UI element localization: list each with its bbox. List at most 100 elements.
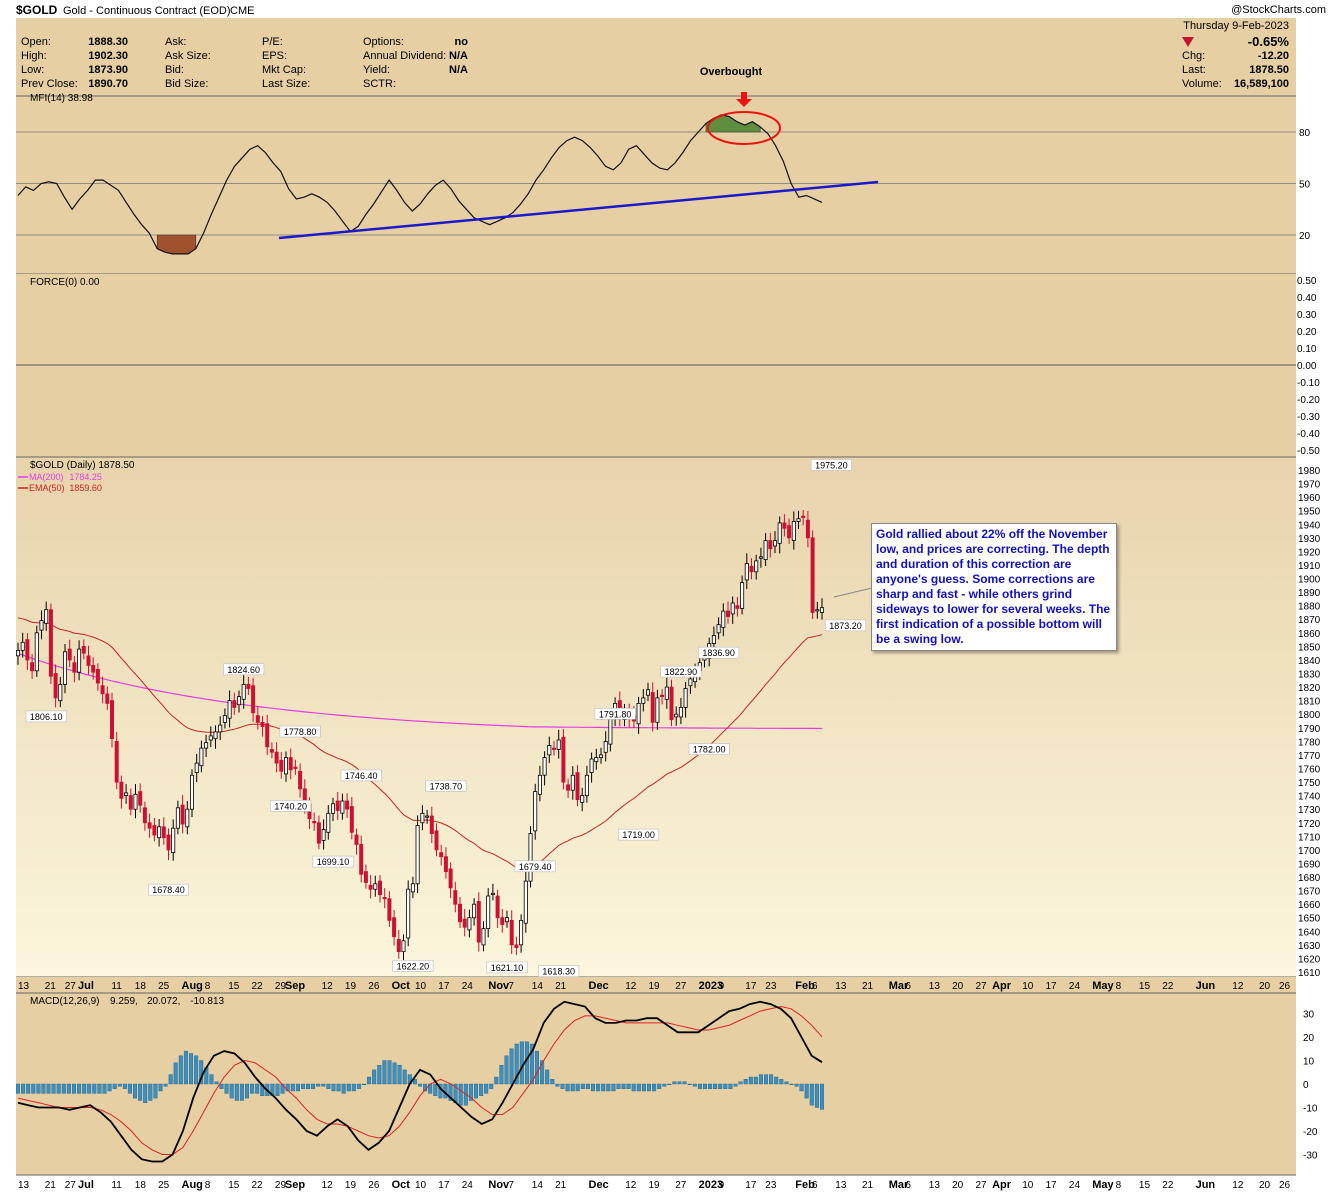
- date-tick-label: 6: [905, 981, 911, 992]
- macd-histogram-bar: [631, 1083, 636, 1092]
- candle-body: [740, 582, 745, 609]
- price-label-box: [425, 780, 467, 792]
- price-tick-label: 1650: [1298, 914, 1321, 925]
- price-tick-label: 1670: [1298, 887, 1321, 898]
- price-tick-label: 1730: [1298, 805, 1321, 816]
- force-title: FORCE(0) 0.00: [30, 277, 100, 288]
- candle-body: [410, 883, 415, 893]
- macd-histogram-bar: [229, 1083, 234, 1099]
- candle-body: [594, 757, 599, 763]
- candle-body: [63, 651, 68, 685]
- macd-histogram-bar: [219, 1083, 224, 1089]
- candle-body: [39, 620, 44, 631]
- candle-body: [650, 692, 655, 723]
- candle-body: [810, 537, 815, 613]
- candle-body: [711, 635, 716, 645]
- candle-body: [100, 685, 105, 695]
- date-tick-label: 25: [158, 981, 170, 992]
- candle-body: [180, 804, 185, 825]
- macd-line: [17, 1000, 823, 1163]
- date-tick-label: 13: [835, 1180, 847, 1191]
- mfi-bg: [16, 96, 1296, 274]
- price-label-box: [312, 855, 354, 868]
- candle-body: [735, 605, 740, 609]
- candle-body: [194, 762, 199, 773]
- date-tick-label: 12: [322, 981, 334, 992]
- price-tick-label: 1720: [1298, 819, 1321, 830]
- price-tick-label: 1630: [1298, 941, 1321, 952]
- force-tick-label: -0.50: [1297, 446, 1320, 457]
- price-tick-label: 1760: [1298, 764, 1321, 775]
- candle-body: [241, 684, 246, 700]
- candle-body: [678, 707, 683, 718]
- macd-histogram-bar: [621, 1083, 626, 1089]
- macd-histogram-bar: [667, 1083, 672, 1086]
- macd-tick-label: 0: [1303, 1080, 1309, 1091]
- price-tick-label: 1830: [1298, 670, 1321, 681]
- macd-histogram-bar: [138, 1083, 143, 1101]
- candle-body: [138, 791, 143, 806]
- candle-body: [683, 688, 688, 708]
- macd-histogram-bar: [616, 1083, 621, 1089]
- macd-tick-label: 20: [1303, 1033, 1315, 1044]
- candle-body: [801, 515, 806, 518]
- date-tick-label: 21: [862, 981, 874, 992]
- candle-body: [58, 684, 63, 702]
- macd-histogram-bar: [168, 1074, 173, 1085]
- macd-histogram-bar: [97, 1083, 102, 1094]
- legend-value: 1859.60: [69, 483, 102, 493]
- pct-change: -0.65%: [1248, 34, 1290, 49]
- force-tick-label: -0.30: [1297, 412, 1320, 423]
- quote-grid: Open: 1888.30 High: 1902.30 Low: 1873.90 Prev …: [21, 36, 1289, 90]
- price-tick-label: 1970: [1298, 480, 1321, 491]
- macd-histogram: [16, 1041, 825, 1110]
- macd-histogram-bar: [336, 1083, 341, 1092]
- macd-histogram-bar: [672, 1081, 677, 1085]
- price-tick-label: 1890: [1298, 588, 1321, 599]
- macd-histogram-bar: [529, 1043, 534, 1085]
- macd-histogram-bar: [382, 1060, 387, 1085]
- price-tick-label: 1700: [1298, 846, 1321, 857]
- date-tick-label: Jul: [78, 980, 94, 992]
- date-tick-label: 26: [1279, 1180, 1291, 1191]
- candle-body: [326, 812, 331, 833]
- date-tick-label: Sep: [285, 1179, 305, 1191]
- macd-histogram-bar: [647, 1083, 652, 1092]
- macd-histogram-bar: [250, 1083, 255, 1094]
- macd-histogram-bar: [346, 1083, 351, 1092]
- candle-body: [359, 844, 364, 875]
- date-tick-label: 2023: [699, 1179, 723, 1191]
- macd-histogram-bar: [234, 1083, 239, 1101]
- candle-body: [730, 602, 735, 615]
- macd-histogram-bar: [703, 1083, 708, 1089]
- symbol: $GOLD: [16, 3, 58, 17]
- candle-body: [603, 741, 608, 753]
- price-label: 1778.80: [284, 727, 317, 737]
- candle-body: [363, 871, 368, 883]
- candle-body: [392, 917, 397, 938]
- candle-body: [754, 560, 759, 573]
- price-tick-label: 1780: [1298, 737, 1321, 748]
- date-tick-label: 24: [462, 1180, 474, 1191]
- macd-tick-label: -10: [1303, 1104, 1318, 1115]
- date-tick-label: Oct: [392, 980, 411, 992]
- date-tick-label: 8: [205, 1180, 211, 1191]
- candle-body: [514, 944, 519, 949]
- macd-histogram-bar: [117, 1083, 122, 1087]
- date-tick-label: 15: [228, 1180, 240, 1191]
- quote-value: no: [455, 36, 469, 48]
- macd-histogram-bar: [682, 1081, 687, 1085]
- macd-histogram-bar: [26, 1083, 31, 1094]
- candle-body: [166, 834, 171, 851]
- date-tick-label: 12: [625, 1180, 637, 1191]
- date-tick-label: 17: [1046, 1180, 1058, 1191]
- candle-body: [387, 898, 392, 921]
- quote-label: Mkt Cap:: [262, 64, 306, 76]
- macd-histogram-bar: [458, 1083, 463, 1106]
- candle-body: [472, 903, 477, 919]
- quote-label: Ask Size:: [165, 50, 211, 62]
- macd-histogram-bar: [814, 1083, 819, 1108]
- candle-body: [429, 815, 434, 835]
- force-tick-label: 0.30: [1297, 310, 1317, 321]
- candle-body: [721, 610, 726, 628]
